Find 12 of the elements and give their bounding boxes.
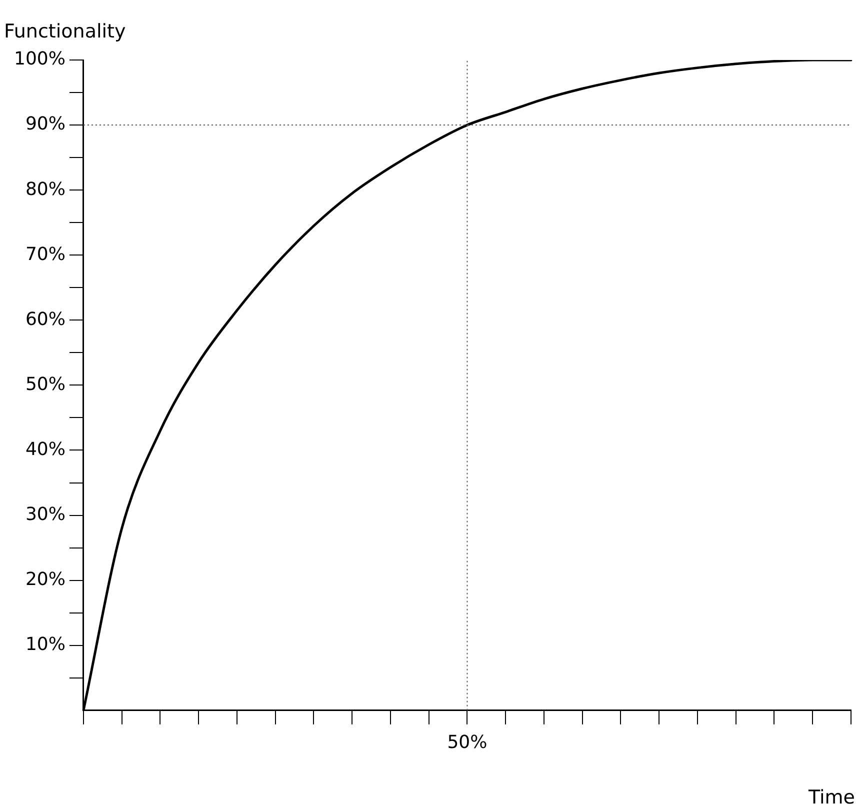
y-tick-label: 20% [25, 568, 66, 590]
y-tick-label: 40% [25, 438, 66, 460]
x-axis-title: Time [808, 786, 855, 808]
y-axis-title: Functionality [4, 20, 126, 42]
y-tick-label: 30% [25, 504, 66, 525]
y-tick-label: 50% [25, 374, 66, 395]
y-tick-label: 100% [14, 48, 66, 70]
y-tick-label: 60% [25, 308, 66, 330]
y-tick-label: 70% [25, 244, 66, 265]
y-tick-label: 90% [25, 114, 66, 135]
y-tick-label: 10% [25, 634, 66, 656]
y-tick-label: 80% [25, 178, 66, 200]
